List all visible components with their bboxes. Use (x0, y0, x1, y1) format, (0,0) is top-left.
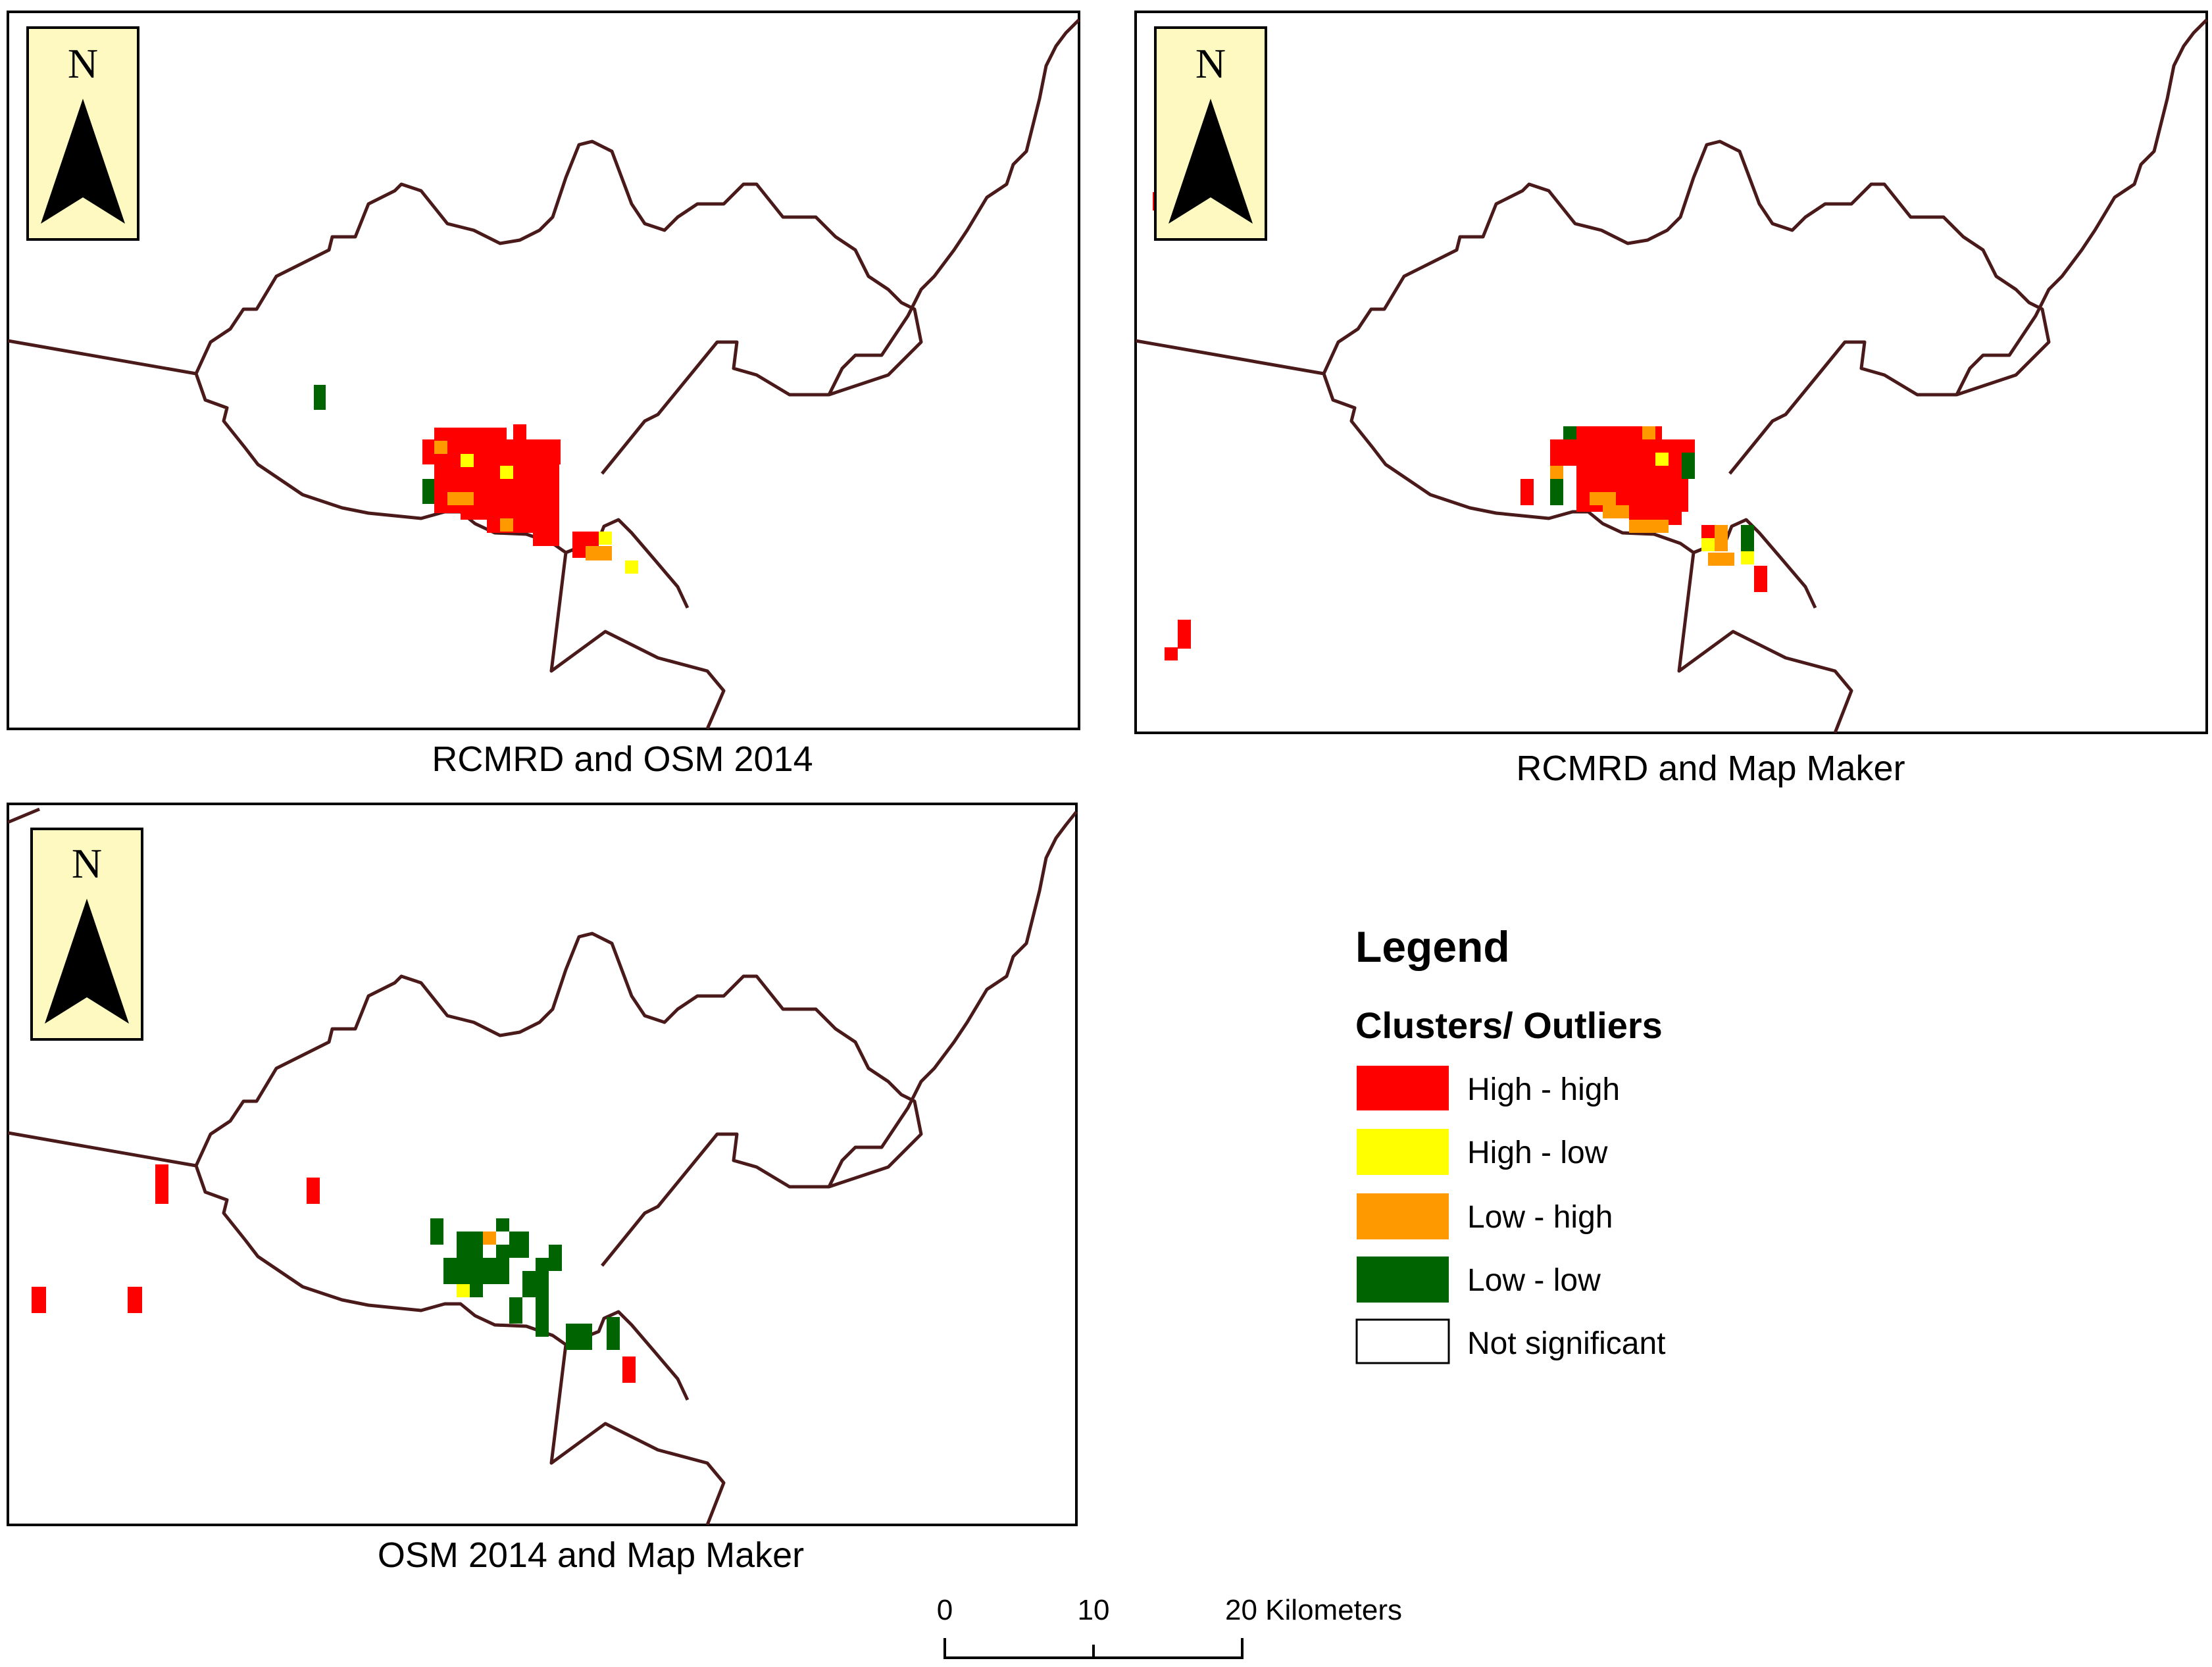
legend-label: Not significant (1467, 1326, 1665, 1361)
north-arrow-icon (41, 99, 125, 224)
cluster-cell (430, 1218, 443, 1245)
cluster-cell (500, 518, 513, 532)
legend-swatch (1357, 1129, 1449, 1175)
map-panel-osm-mapmaker: N OSM 2014 and Map Maker (7, 803, 1078, 1575)
legend-item-high-low: High - low (1357, 1129, 1608, 1175)
cluster-cell (625, 560, 638, 574)
scale-label-20: 20 Kilometers (1225, 1594, 1402, 1626)
cluster-cell (1701, 525, 1715, 538)
cluster-cell (434, 441, 447, 454)
scale-label-0: 0 (937, 1594, 953, 1626)
cluster-cell (1708, 553, 1734, 566)
scale-bar: 0 10 20 Kilometers (937, 1594, 1402, 1659)
cluster-cell (1682, 453, 1695, 479)
cluster-cells (314, 385, 638, 574)
cluster-cell (1550, 439, 1563, 453)
cluster-cell (607, 1317, 620, 1350)
cluster-cell (1165, 647, 1178, 660)
legend-item-not-significant: Not significant (1355, 1318, 1665, 1364)
cluster-cell (487, 520, 559, 533)
cluster-cell (1715, 525, 1728, 551)
legend: Legend Clusters/ Outliers High - high Hi… (1355, 922, 1665, 1364)
cluster-cell (1629, 439, 1642, 499)
north-label: N (68, 40, 98, 87)
cluster-cell (1521, 479, 1534, 505)
map-panel-rcmrd-mapmaker: N RCMRD and Map Maker (1134, 11, 2208, 788)
map-caption: RCMRD and Map Maker (1516, 749, 1905, 788)
legend-title: Legend (1355, 922, 1510, 971)
cluster-cell (483, 1232, 496, 1245)
cluster-cell (1629, 520, 1669, 533)
cluster-cell (307, 1178, 320, 1204)
cluster-cells (1153, 192, 1767, 660)
legend-swatch (1357, 1066, 1449, 1110)
cluster-cell (622, 1356, 636, 1383)
cluster-cell (549, 1245, 562, 1258)
cluster-cell (447, 492, 474, 505)
cluster-cell (128, 1287, 142, 1313)
cluster-cell (1550, 466, 1563, 479)
map-caption: OSM 2014 and Map Maker (378, 1535, 804, 1575)
north-label: N (72, 840, 102, 887)
scale-label-10: 10 (1078, 1594, 1110, 1626)
cluster-cell (522, 1271, 549, 1297)
cluster-cell (500, 466, 513, 479)
cluster-cell (470, 1284, 483, 1297)
legend-item-low-high: Low - high (1357, 1193, 1613, 1239)
cluster-cell (509, 1232, 529, 1258)
map-panel-rcmrd-osm: N RCMRD and OSM 2014 (7, 11, 1080, 779)
cluster-cell (536, 1258, 562, 1271)
cluster-cell (1655, 453, 1669, 466)
cluster-cell (599, 532, 612, 545)
cluster-cell (1550, 453, 1576, 466)
cluster-cell (1642, 426, 1655, 439)
legend-swatch (1355, 1318, 1450, 1364)
cluster-cell (1563, 426, 1576, 439)
cluster-cell (1590, 492, 1616, 505)
legend-item-high-high: High - high (1357, 1066, 1620, 1110)
cluster-cell (1741, 551, 1754, 564)
north-arrow-icon (1169, 99, 1253, 224)
cluster-cell (496, 1245, 509, 1258)
legend-subtitle: Clusters/ Outliers (1355, 1005, 1663, 1046)
cluster-cell (32, 1287, 46, 1313)
cluster-cell (422, 479, 434, 504)
cluster-cell (566, 1324, 592, 1350)
cluster-cell (536, 1297, 549, 1337)
cluster-cell (1178, 620, 1191, 649)
legend-item-low-low: Low - low (1357, 1256, 1601, 1303)
legend-label: Low - high (1467, 1200, 1613, 1235)
legend-swatch (1357, 1193, 1449, 1239)
county-boundary (7, 807, 1078, 1526)
cluster-cell (1741, 525, 1754, 551)
legend-swatch (1357, 1256, 1449, 1303)
scale-bar-line (943, 1638, 1244, 1659)
cluster-cell (586, 546, 612, 560)
cluster-cell (314, 385, 326, 410)
north-arrow-icon (45, 899, 129, 1024)
legend-label: High - high (1467, 1072, 1620, 1107)
cluster-cell (533, 533, 559, 546)
cluster-cell (513, 424, 526, 451)
cluster-cells (32, 1164, 636, 1383)
cluster-cell (155, 1164, 168, 1204)
cluster-cell (1754, 566, 1767, 592)
map-caption: RCMRD and OSM 2014 (432, 739, 813, 779)
cluster-cell (1550, 479, 1563, 505)
legend-label: High - low (1467, 1135, 1608, 1170)
legend-label: Low - low (1467, 1263, 1601, 1298)
cluster-cell (434, 428, 507, 441)
cluster-cell (461, 454, 474, 467)
cluster-cell (1603, 505, 1629, 518)
north-label: N (1195, 40, 1226, 87)
map-frame (1134, 11, 2208, 734)
cluster-cell (461, 507, 559, 520)
cluster-cell (496, 1218, 509, 1232)
cluster-cell (457, 1284, 470, 1297)
cluster-cell (443, 1258, 509, 1284)
cluster-cell (509, 1297, 522, 1324)
cluster-cell (1576, 426, 1662, 439)
cluster-cell (1701, 538, 1715, 551)
